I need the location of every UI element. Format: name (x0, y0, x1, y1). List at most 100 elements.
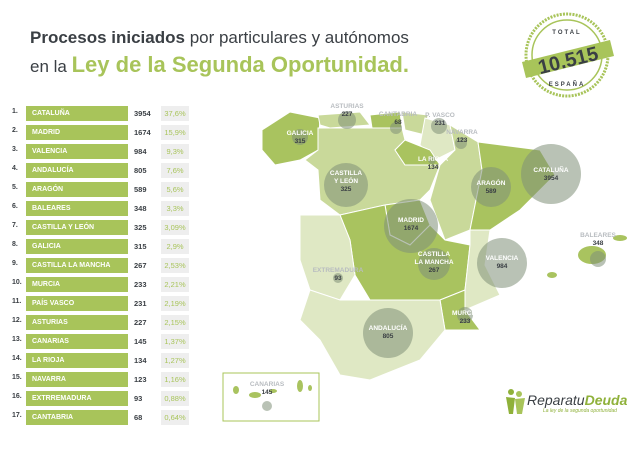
map-label-value: 134 (428, 164, 439, 171)
rank: 3. (12, 146, 18, 153)
map-label-name: GALICIA (287, 130, 314, 137)
ranking-row: 1. CATALUÑA 3954 37,6% (0, 106, 200, 121)
region-value: 134 (134, 356, 147, 365)
map-label-value: 805 (383, 333, 394, 340)
map-label-value: 589 (486, 188, 497, 195)
bubble-marker (590, 251, 606, 267)
title-rest: por particulares y autónomos (189, 28, 409, 47)
map-label-name-line: Y LEÓN (334, 176, 358, 185)
region-percent: 2,21% (161, 277, 189, 292)
region-value: 348 (134, 204, 147, 213)
region-bar: CANARIAS (26, 334, 128, 349)
region-value: 589 (134, 185, 147, 194)
region-value: 267 (134, 261, 147, 270)
region-bar: CASTILLA Y LEÓN (26, 220, 128, 235)
region-bar: CANTABRIA (26, 410, 128, 425)
rank: 17. (12, 412, 22, 419)
title-line-2: en la Ley de la Segunda Oportunidad. (30, 52, 409, 78)
map-label-name: ASTURIAS (330, 103, 364, 110)
region-bar: PAÍS VASCO (26, 296, 128, 311)
bubble-marker (292, 129, 308, 145)
map-label-name: CASTILLA Y LEÓN (330, 170, 362, 185)
region-percent: 0,88% (161, 391, 189, 406)
region-bar: ANDALUCÍA (26, 163, 128, 178)
map-label-name: P. VASCO (425, 112, 455, 119)
bubble-marker (455, 137, 467, 149)
ranking-row: 9. CASTILLA LA MANCHA 267 2,53% (0, 258, 200, 273)
map-label-name: CANARIAS (250, 381, 285, 388)
map-label-value: 325 (341, 186, 352, 193)
region-percent: 2,15% (161, 315, 189, 330)
rank: 8. (12, 241, 18, 248)
ranking-row: 13. CANARIAS 145 1,37% (0, 334, 200, 349)
map-label-value: 231 (435, 120, 446, 127)
bubble-marker (428, 156, 436, 164)
region-percent: 2,19% (161, 296, 189, 311)
ranking-row: 10. MURCIA 233 2,21% (0, 277, 200, 292)
region-bar: BALEARES (26, 201, 128, 216)
map-label-value: 315 (295, 138, 306, 145)
map-label-name-line: CASTILLA (330, 170, 362, 177)
map-label-name-line: LA MANCHA (414, 259, 453, 266)
region-percent: 2,53% (161, 258, 189, 273)
map-label-name: ARAGÓN (477, 178, 506, 187)
ranking-row: 17. CANTABRIA 68 0,64% (0, 410, 200, 425)
canarias-inset (222, 372, 320, 422)
map-label-value: 68 (394, 119, 402, 126)
bubble-marker (390, 122, 402, 134)
region-bar: LA RIOJA (26, 353, 128, 368)
region-bar: ARAGÓN (26, 182, 128, 197)
region-value: 123 (134, 375, 147, 384)
rank: 15. (12, 374, 22, 381)
map-label-name: CATALUÑA (533, 165, 568, 174)
map-label-name: LA RIOJA (418, 156, 448, 163)
region-percent: 9,3% (161, 144, 189, 159)
region-bar: EXTRREMADURA (26, 391, 128, 406)
region-percent: 37,6% (161, 106, 189, 121)
rank: 13. (12, 336, 22, 343)
region-value: 1674 (134, 128, 151, 137)
ranking-row: 11. PAÍS VASCO 231 2,19% (0, 296, 200, 311)
bubble-marker (338, 111, 356, 129)
region-value: 93 (134, 394, 143, 403)
region-percent: 15,9% (161, 125, 189, 140)
bubble-marker (521, 144, 581, 204)
map-label-value: 227 (342, 111, 353, 118)
rank: 9. (12, 260, 18, 267)
rank: 6. (12, 203, 18, 210)
region-value: 805 (134, 166, 147, 175)
bubble-marker (471, 167, 511, 207)
logo-name-part1: Reparatu (527, 392, 585, 408)
title-bold: Procesos iniciados (30, 28, 185, 47)
ranking-row: 8. GALICIA 315 2,9% (0, 239, 200, 254)
seal-ribbon (522, 40, 614, 78)
ranking-row: 4. ANDALUCÍA 805 7,6% (0, 163, 200, 178)
bubble-marker (324, 163, 368, 207)
map-label-name: MURCIA (452, 310, 478, 317)
ranking-row: 7. CASTILLA Y LEÓN 325 3,09% (0, 220, 200, 235)
bubble-marker (457, 307, 473, 323)
rank: 2. (12, 127, 18, 134)
map-label-name: BALEARES (580, 232, 616, 239)
region-bar: CASTILLA LA MANCHA (26, 258, 128, 273)
map-label-value: 233 (460, 318, 471, 325)
island-canarias (233, 386, 239, 394)
map-label-value: 1674 (404, 225, 419, 232)
region-percent: 1,16% (161, 372, 189, 387)
region-bar: GALICIA (26, 239, 128, 254)
region-value: 231 (134, 299, 147, 308)
bubble-marker (384, 199, 438, 253)
island-canarias (269, 389, 277, 393)
rank: 7. (12, 222, 18, 229)
logo-name: ReparatuDeuda (527, 392, 627, 408)
